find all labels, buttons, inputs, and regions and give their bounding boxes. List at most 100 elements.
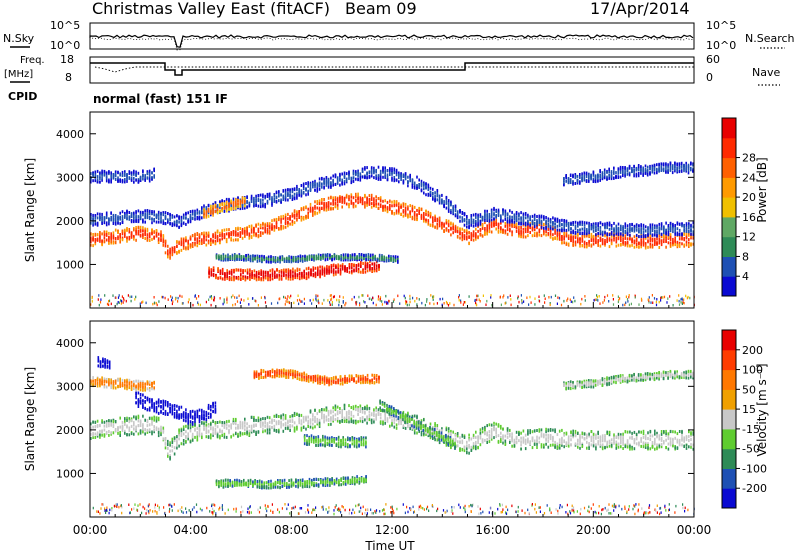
power-band-0-cell-477 xyxy=(268,225,271,229)
power-band-3-cell-102 xyxy=(601,171,604,175)
power-band-0-cell-694 xyxy=(350,195,353,199)
power-band-1-cell-1370 xyxy=(606,232,608,236)
power-band-0-cell-4 xyxy=(90,236,92,240)
power-band-0-cell-1576 xyxy=(683,238,685,242)
power-band-2-cell-41 xyxy=(103,169,106,173)
power-band-1-cell-189 xyxy=(160,216,162,220)
power-band-4-cell-231 xyxy=(294,271,296,275)
power-band-0-cell-311 xyxy=(205,231,208,235)
power-band-1-cell-525 xyxy=(287,198,289,202)
cpid-label: CPID xyxy=(8,90,37,103)
power-band-1-cell-574 xyxy=(305,182,307,185)
power-band-1-cell-736 xyxy=(366,166,368,170)
power-band-3-cell-179 xyxy=(628,165,631,169)
power-band-4-cell-413 xyxy=(362,269,364,273)
power-band-0-cell-965 xyxy=(452,226,454,230)
power-band-4-cell-399 xyxy=(357,263,360,267)
power-band-0-cell-332 xyxy=(214,239,217,243)
power-band-0-cell-387 xyxy=(235,233,237,237)
power-band-1-cell-1295 xyxy=(577,221,579,225)
power-clutter-23 xyxy=(667,297,669,300)
power-band-5-cell-257 xyxy=(311,255,313,259)
power-band-0-cell-1174 xyxy=(531,226,534,230)
power-band-4-cell-185 xyxy=(276,268,278,272)
power-band-1-cell-503 xyxy=(278,194,280,198)
power-band-0-cell-93 xyxy=(124,232,126,236)
power-band-0-cell-957 xyxy=(450,222,452,226)
power-band-4-cell-111 xyxy=(249,273,251,276)
power-band-4-cell-377 xyxy=(348,270,351,274)
power-band-3-cell-310 xyxy=(678,166,681,170)
power-band-1-cell-934 xyxy=(441,201,443,205)
power-band-5-cell-179 xyxy=(281,256,284,260)
power-band-0-cell-897 xyxy=(427,221,430,225)
power-band-1-cell-1509 xyxy=(658,231,661,235)
power-band-1-cell-1417 xyxy=(624,224,627,228)
power-clutter-87 xyxy=(617,295,619,298)
power-clutter-174 xyxy=(462,303,464,306)
power-band-1-cell-1265 xyxy=(565,219,568,223)
power-band-0-cell-862 xyxy=(413,217,416,221)
power-band-4-cell-50 xyxy=(226,276,228,280)
power-band-1-cell-1138 xyxy=(518,214,520,218)
power-band-5-cell-328 xyxy=(338,256,340,260)
power-band-0-cell-117 xyxy=(133,234,135,238)
power-band-1-cell-1160 xyxy=(527,222,529,225)
power-band-0-cell-1342 xyxy=(595,240,597,244)
power-band-4-cell-281 xyxy=(312,268,315,272)
power-band-0-cell-1157 xyxy=(524,228,527,231)
power-band-4-cell-88 xyxy=(240,269,242,273)
power-band-1-cell-1468 xyxy=(642,223,645,227)
power-band-5-cell-305 xyxy=(329,253,331,257)
power-band-1-cell-1395 xyxy=(615,224,618,228)
power-band-1-cell-909 xyxy=(432,195,434,199)
power-clutter-150 xyxy=(549,303,551,307)
power-band-1-cell-769 xyxy=(379,169,382,173)
power-band-0-cell-505 xyxy=(280,224,282,228)
power-band-5-cell-365 xyxy=(351,253,354,257)
power-band-0-cell-538 xyxy=(291,222,294,226)
power-band-1-cell-581 xyxy=(307,184,309,188)
power-band-2-cell-35 xyxy=(101,176,103,180)
power-band-5-cell-64 xyxy=(238,255,241,259)
cpid-text: normal (fast) 151 IF xyxy=(93,92,228,106)
power-band-0-cell-881 xyxy=(420,215,423,219)
power-band-0-cell-1108 xyxy=(506,225,509,229)
power-band-1-cell-17 xyxy=(94,216,97,220)
power-band-0-cell-1366 xyxy=(604,242,606,246)
power-band-1-cell-1197 xyxy=(540,222,543,226)
power-band-1-cell-209 xyxy=(167,220,169,224)
power-band-6-cell-29 xyxy=(212,211,214,215)
power-band-3-cell-257 xyxy=(658,168,660,172)
power-band-4-cell-171 xyxy=(271,274,274,277)
power-band-0-cell-1373 xyxy=(606,234,608,238)
power-band-0-cell-1385 xyxy=(610,234,613,238)
power-band-1-cell-509 xyxy=(280,193,282,197)
power-band-1-cell-299 xyxy=(201,206,203,210)
power-band-1-cell-874 xyxy=(418,183,420,186)
power-band-1-cell-1517 xyxy=(660,232,663,236)
power-band-0-cell-1541 xyxy=(669,238,672,242)
power-band-1-cell-1406 xyxy=(620,228,622,231)
power-band-3-cell-241 xyxy=(653,171,656,175)
power-band-5-cell-359 xyxy=(349,256,352,260)
power-band-0-cell-1574 xyxy=(683,232,685,236)
power-band-0-cell-633 xyxy=(327,205,330,209)
power-band-1-cell-10 xyxy=(92,221,94,225)
power-band-1-cell-276 xyxy=(194,209,196,213)
power-band-3-cell-117 xyxy=(606,170,608,174)
power-band-1-cell-419 xyxy=(246,196,248,199)
power-band-1-cell-1163 xyxy=(527,213,529,217)
power-band-6-cell-63 xyxy=(225,202,228,206)
power-band-1-cell-1161 xyxy=(527,215,529,219)
power-band-3-cell-59 xyxy=(583,174,586,178)
power-band-0-cell-512 xyxy=(282,216,285,220)
power-band-1-cell-442 xyxy=(255,199,257,203)
power-band-1-cell-140 xyxy=(142,213,144,217)
power-band-0-cell-523 xyxy=(287,224,289,228)
power-band-0-cell-34 xyxy=(101,243,103,247)
power-band-0-cell-108 xyxy=(130,235,133,239)
power-band-1-cell-439 xyxy=(255,200,257,204)
power-band-0-cell-476 xyxy=(268,222,271,226)
power-band-4-cell-295 xyxy=(319,269,321,273)
